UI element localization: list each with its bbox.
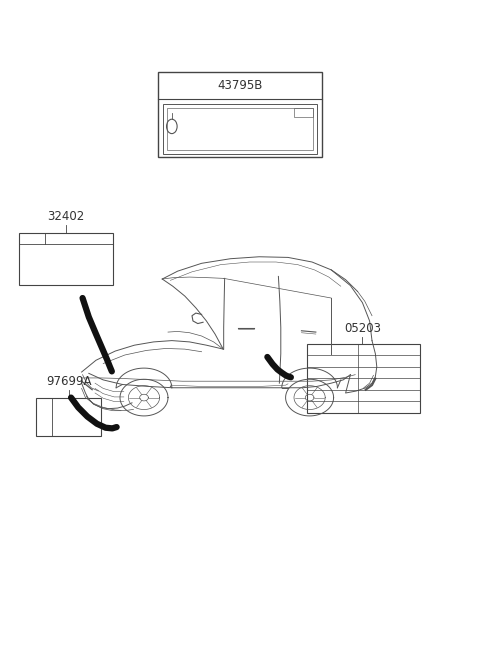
Bar xyxy=(294,108,313,117)
Text: 05203: 05203 xyxy=(344,322,381,335)
Bar xyxy=(307,344,420,413)
Bar xyxy=(36,398,101,436)
Bar xyxy=(158,72,322,157)
Bar xyxy=(167,108,313,150)
Text: 43795B: 43795B xyxy=(217,79,263,92)
Bar xyxy=(163,104,317,154)
Text: 32402: 32402 xyxy=(47,210,84,223)
Bar xyxy=(19,233,113,285)
Text: 97699A: 97699A xyxy=(46,375,91,388)
